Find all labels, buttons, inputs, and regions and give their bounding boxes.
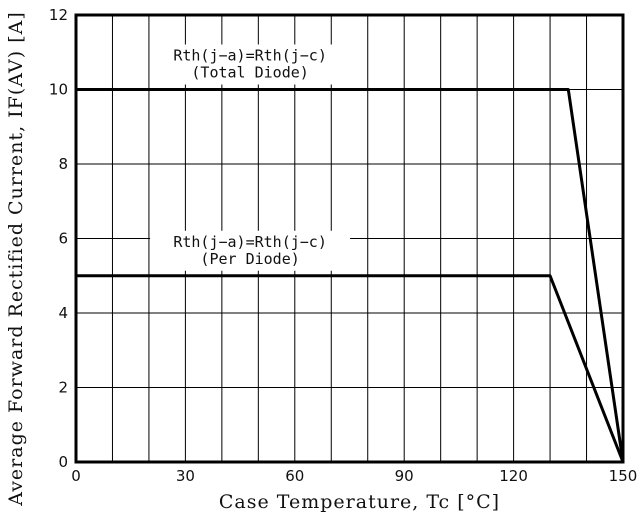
- x-tick-label: 0: [71, 467, 81, 485]
- series-line-2: [76, 274, 625, 463]
- y-tick-label: 12: [49, 6, 68, 24]
- annotation-layer: Rth(j−a)=Rth(j−c)(Total Diode)Rth(j−a)=R…: [150, 44, 351, 271]
- x-tick-label: 120: [499, 467, 528, 485]
- series-layer: [76, 88, 625, 463]
- series-line-1: [76, 88, 625, 463]
- x-tick-label: 30: [176, 467, 195, 485]
- annotation-background: [150, 230, 351, 271]
- annotation-background: [150, 44, 351, 85]
- x-tick-label: 60: [285, 467, 304, 485]
- x-tick-label: 150: [609, 467, 638, 485]
- y-tick-label: 0: [58, 453, 68, 471]
- plot-frame: [74, 13, 625, 464]
- y-axis-label: Average Forward Rectified Current, IF(AV…: [5, 11, 27, 507]
- y-tick-label: 6: [58, 230, 68, 248]
- x-tick-label: 90: [395, 467, 414, 485]
- annotation-line1: Rth(j−a)=Rth(j−c): [173, 47, 327, 65]
- tick-labels: 0 30 60 90 120 150 0 2 4 6 8 10 12: [49, 6, 637, 485]
- y-tick-label: 4: [58, 304, 68, 322]
- annotation-line2: (Per Diode): [200, 250, 299, 268]
- annotation-line1: Rth(j−a)=Rth(j−c): [173, 233, 327, 251]
- y-tick-label: 10: [49, 81, 68, 99]
- y-tick-label: 8: [58, 155, 68, 173]
- x-axis-label: Case Temperature, Tc [°C]: [219, 491, 500, 513]
- annotation-line2: (Total Diode): [191, 64, 308, 82]
- y-tick-label: 2: [58, 379, 68, 397]
